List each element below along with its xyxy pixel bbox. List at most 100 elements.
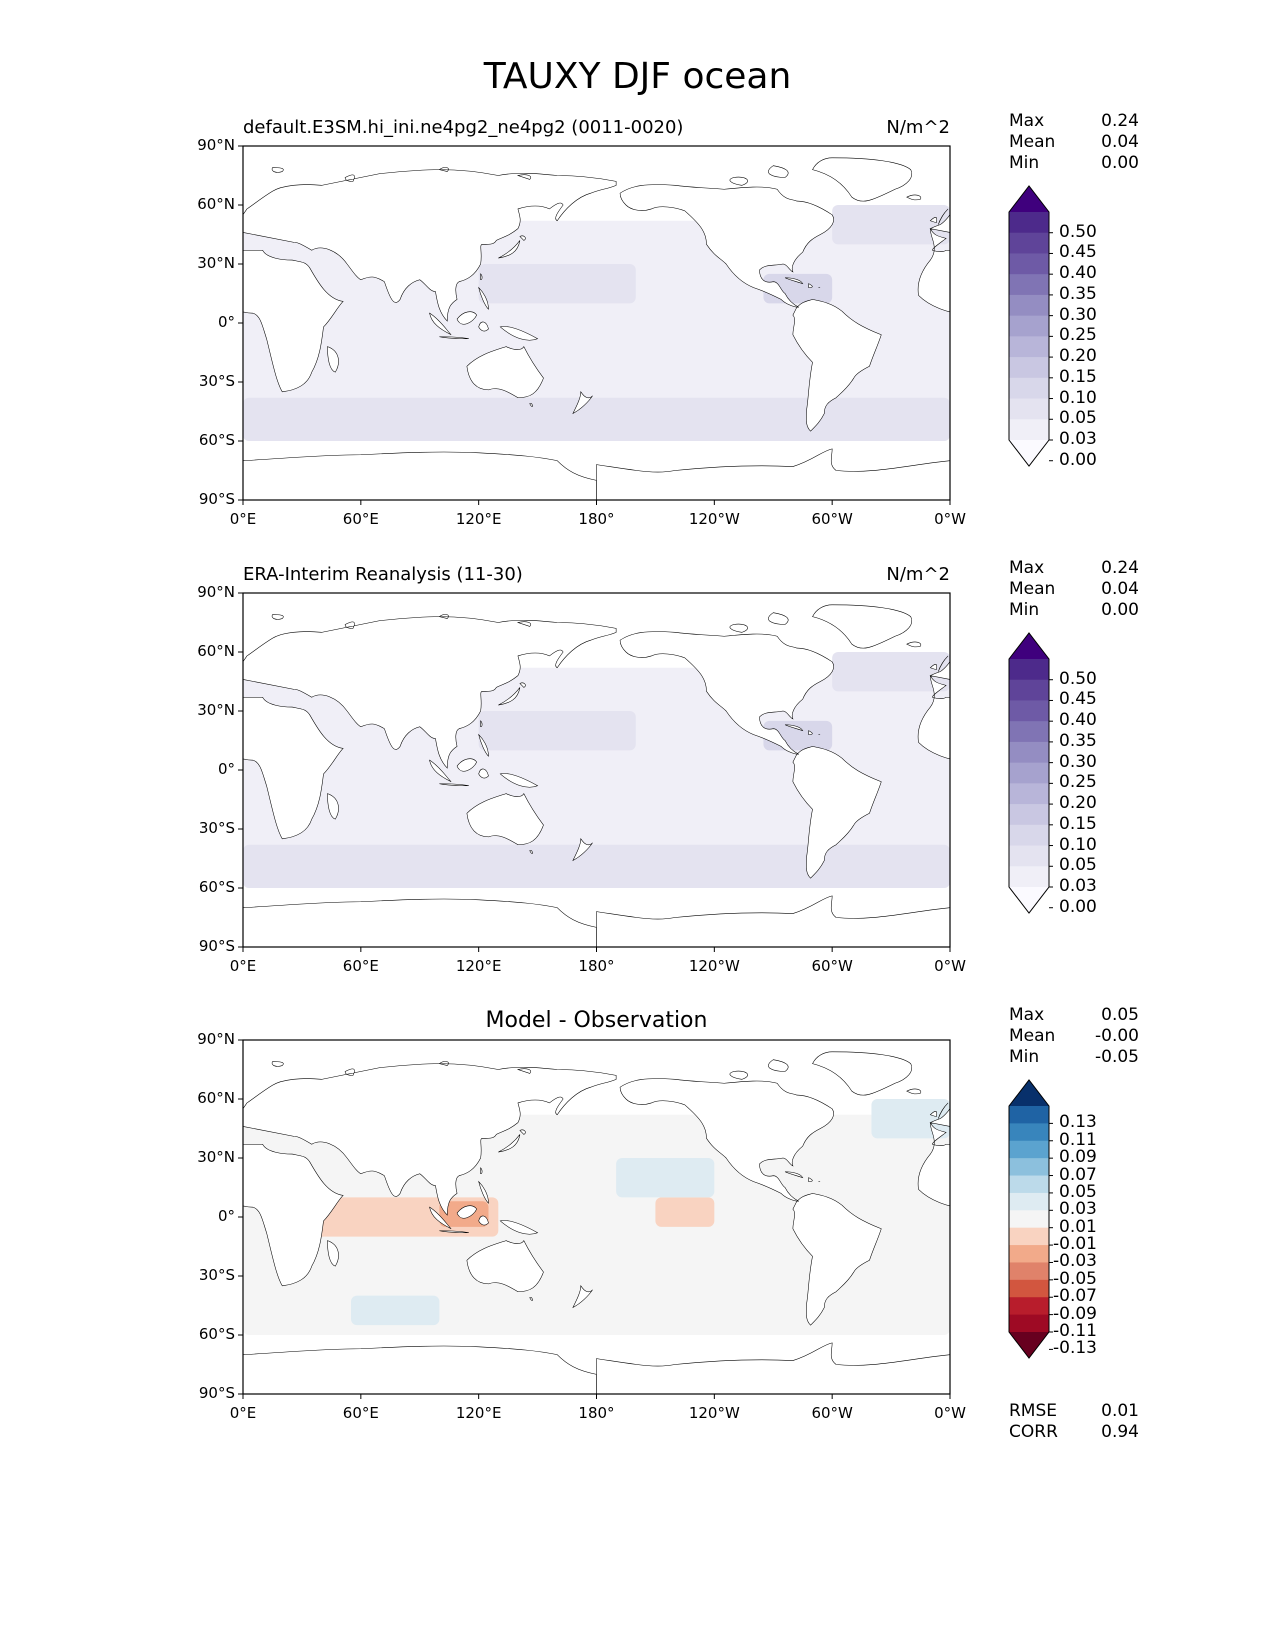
- colorbar-bin: [1009, 1158, 1049, 1177]
- colorbar-bin: [1009, 377, 1049, 400]
- y-tick-label: 30°S: [198, 372, 235, 390]
- y-tick-label: 30°S: [198, 1266, 235, 1284]
- map-panel-3: [238, 1039, 951, 1399]
- y-tick-label: 60°N: [197, 1089, 235, 1107]
- colorbar-bin: [1009, 1262, 1049, 1281]
- colorbar-tick-label: 0.05: [1059, 1181, 1097, 1202]
- colorbar-extend-top: [1009, 633, 1049, 659]
- colorbar-tick-label: 0.30: [1059, 304, 1097, 325]
- map-panel-2: [238, 592, 951, 952]
- x-tick-label: 120°W: [688, 957, 740, 975]
- colorbar-bin: [1009, 274, 1049, 296]
- colorbar-tick-label: 0.10: [1059, 834, 1097, 855]
- stat-label: Min: [1009, 1047, 1040, 1067]
- stat-label: Mean: [1009, 132, 1056, 152]
- x-tick-label: 0°W: [934, 957, 966, 975]
- colorbar-tick-label: 0.10: [1059, 387, 1097, 408]
- y-tick-label: 90°S: [198, 937, 235, 955]
- colorbar-bin: [1009, 1279, 1049, 1298]
- colorbar-tick-label: 0.45: [1059, 242, 1097, 263]
- stat-value: 0.24: [1101, 111, 1139, 131]
- colorbar-bin: [1009, 398, 1049, 420]
- contour-region-5: [832, 205, 950, 245]
- y-tick-label: 60°N: [197, 195, 235, 213]
- stat-label: Max: [1009, 111, 1045, 131]
- data-field: [243, 593, 950, 947]
- colorbar-tick-label: 0.01: [1059, 1216, 1097, 1237]
- x-tick-label: 60°W: [811, 510, 853, 528]
- colorbar-tick-label: 0.30: [1059, 751, 1097, 772]
- colorbar-tick-label: 0.00: [1059, 449, 1097, 470]
- colorbar-bin: [1009, 1314, 1049, 1333]
- colorbar-tick-label: 0.40: [1059, 710, 1097, 731]
- colorbar-tick-label: 0.35: [1059, 283, 1097, 304]
- colorbar-tick-label: 0.00: [1059, 896, 1097, 917]
- colorbar-bin: [1009, 783, 1049, 805]
- x-tick-label: 60°E: [342, 510, 379, 528]
- colorbar-tick-label: 0.03: [1059, 876, 1097, 896]
- y-tick-label: 90°N: [197, 136, 235, 154]
- colorbar-tick-label: 0.03: [1059, 1199, 1097, 1220]
- contour-region-2: [243, 844, 950, 888]
- metric-value: 0.01: [1101, 1401, 1139, 1421]
- stat-value: 0.24: [1101, 558, 1139, 578]
- y-tick-label: 30°N: [197, 701, 235, 719]
- colorbar-tick-label: 0.35: [1059, 730, 1097, 751]
- y-tick-label: 90°N: [197, 583, 235, 601]
- colorbar-bin: [1009, 1297, 1049, 1316]
- contour-region-3: [478, 711, 636, 751]
- y-tick-label: 90°S: [198, 490, 235, 508]
- stat-value: 0.04: [1101, 579, 1139, 599]
- y-tick-label: 90°S: [198, 1384, 235, 1402]
- stat-label: Min: [1009, 153, 1040, 173]
- colorbar-extend-top: [1009, 1080, 1049, 1106]
- stat-value: 0.00: [1101, 600, 1139, 620]
- colorbar-bin: [1009, 232, 1049, 254]
- x-tick-label: 0°E: [229, 1404, 257, 1422]
- colorbar-tick-label: -0.03: [1053, 1251, 1097, 1272]
- colorbar-bin: [1009, 741, 1049, 764]
- x-tick-label: 120°W: [688, 1404, 740, 1422]
- colorbar-bin: [1009, 1175, 1049, 1194]
- colorbar-tick-label: 0.03: [1059, 429, 1097, 449]
- colorbar-bin: [1009, 1210, 1049, 1229]
- contour-region-2: [243, 397, 950, 441]
- colorbar-extend-bottom: [1009, 440, 1049, 466]
- panel-center-title: Model - Observation: [485, 1008, 708, 1033]
- colorbar-extend-bottom: [1009, 887, 1049, 913]
- x-tick-label: 120°E: [455, 510, 502, 528]
- colorbar-bin: [1009, 1245, 1049, 1263]
- y-tick-label: 60°S: [198, 431, 235, 449]
- colorbar-bin: [1009, 866, 1049, 888]
- colorbar-tick-label: 0.40: [1059, 263, 1097, 284]
- contour-region-7: [871, 1099, 950, 1139]
- colorbar-tick-label: 0.13: [1059, 1112, 1097, 1133]
- panel-units: N/m^2: [886, 564, 950, 585]
- colorbar-bin: [1009, 659, 1049, 681]
- panel-left-title: default.E3SM.hi_ini.ne4pg2_ne4pg2 (0011-…: [243, 117, 684, 138]
- y-tick-label: 0°: [217, 1207, 235, 1225]
- colorbar-bin: [1009, 1227, 1049, 1246]
- data-field: [243, 146, 950, 500]
- colorbar-tick-label: -0.13: [1053, 1338, 1097, 1359]
- colorbar-tick-label: 0.20: [1059, 793, 1097, 814]
- metric-label: RMSE: [1009, 1401, 1058, 1421]
- colorbar-tick-label: -0.09: [1053, 1303, 1097, 1324]
- colorbar-bin: [1009, 1106, 1049, 1124]
- panel-units: N/m^2: [886, 117, 950, 138]
- colorbar-tick-label: 0.15: [1059, 366, 1097, 387]
- colorbar-tick-label: -0.07: [1053, 1286, 1097, 1307]
- x-tick-label: 60°E: [342, 957, 379, 975]
- colorbar-extend-bottom: [1009, 1332, 1049, 1358]
- colorbar-bin: [1009, 1140, 1049, 1159]
- contour-region-5: [351, 1295, 440, 1326]
- colorbar-bin: [1009, 212, 1049, 234]
- colorbar-bin: [1009, 419, 1049, 441]
- colorbar-bin: [1009, 721, 1049, 743]
- colorbar-tick-label: 0.05: [1059, 408, 1097, 429]
- stat-label: Min: [1009, 600, 1040, 620]
- metric-label: CORR: [1009, 1422, 1058, 1442]
- colorbar-tick-label: 0.15: [1059, 813, 1097, 834]
- contour-region-5: [832, 652, 950, 692]
- stat-value: -0.05: [1095, 1047, 1139, 1067]
